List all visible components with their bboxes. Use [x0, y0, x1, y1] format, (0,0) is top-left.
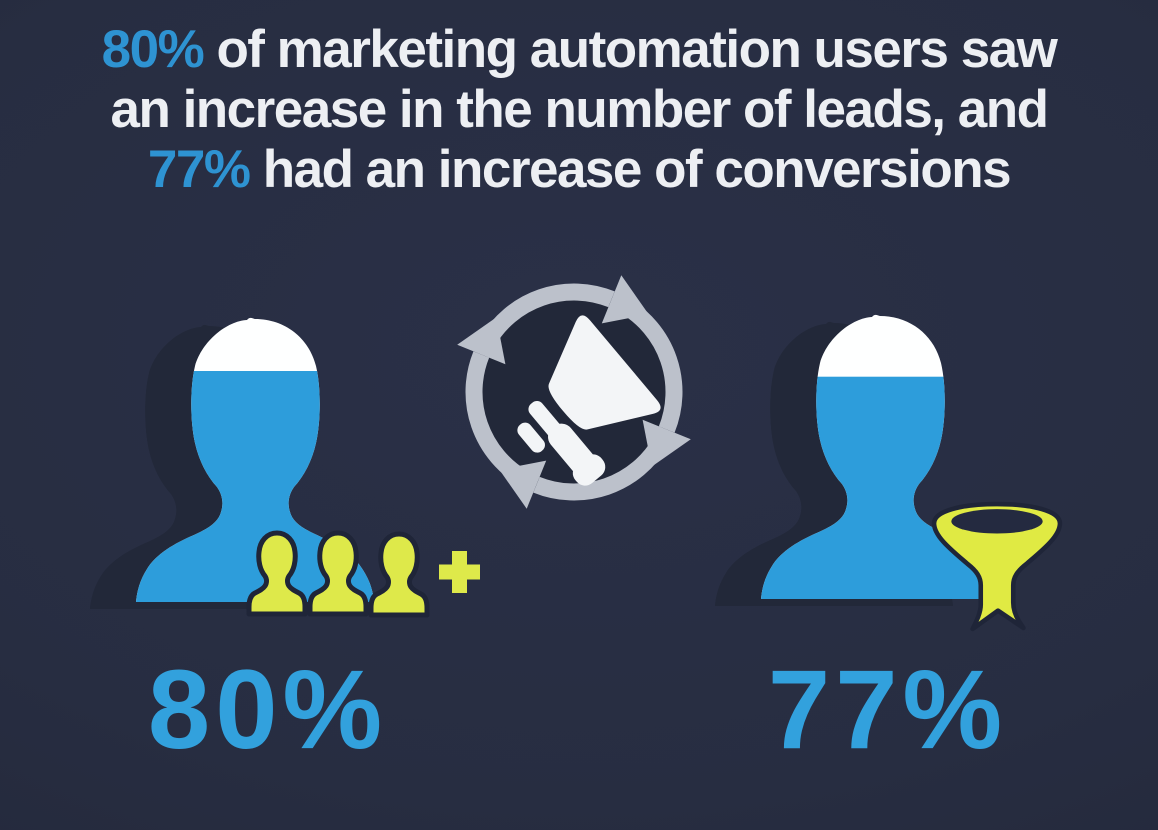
headline-line2-text: an increase in the number of leads, and: [110, 80, 1049, 139]
user-silhouette-icon-right: [761, 314, 999, 599]
plus-icon: [439, 551, 480, 593]
headline-line-1: 80% of marketing automation users saw: [0, 20, 1158, 80]
headline-line1-text: of marketing automation users saw: [216, 20, 1057, 79]
audience-group-icon: [246, 530, 480, 622]
megaphone-icon: [517, 315, 661, 486]
headline-line-2: an increase in the number of leads, and: [0, 80, 1158, 140]
headline-line3-text: had an increase of conversions: [262, 140, 1012, 199]
mini-person-icon: [246, 530, 308, 617]
headline-line-3: 77% had an increase of conversions: [0, 140, 1158, 200]
headline-stat-conversions: 77%: [147, 140, 251, 199]
funnel-opening: [951, 509, 1043, 534]
funnel-body: [931, 501, 1063, 632]
megaphone-cycle-icon: [449, 275, 699, 517]
funnel-icon: [931, 501, 1063, 632]
headline-stat-leads: 80%: [101, 20, 205, 79]
stat-value-conversions: 77%: [767, 647, 1008, 772]
stat-value-leads: 80%: [147, 647, 388, 772]
headline: 80% of marketing automation users saw an…: [0, 20, 1158, 200]
